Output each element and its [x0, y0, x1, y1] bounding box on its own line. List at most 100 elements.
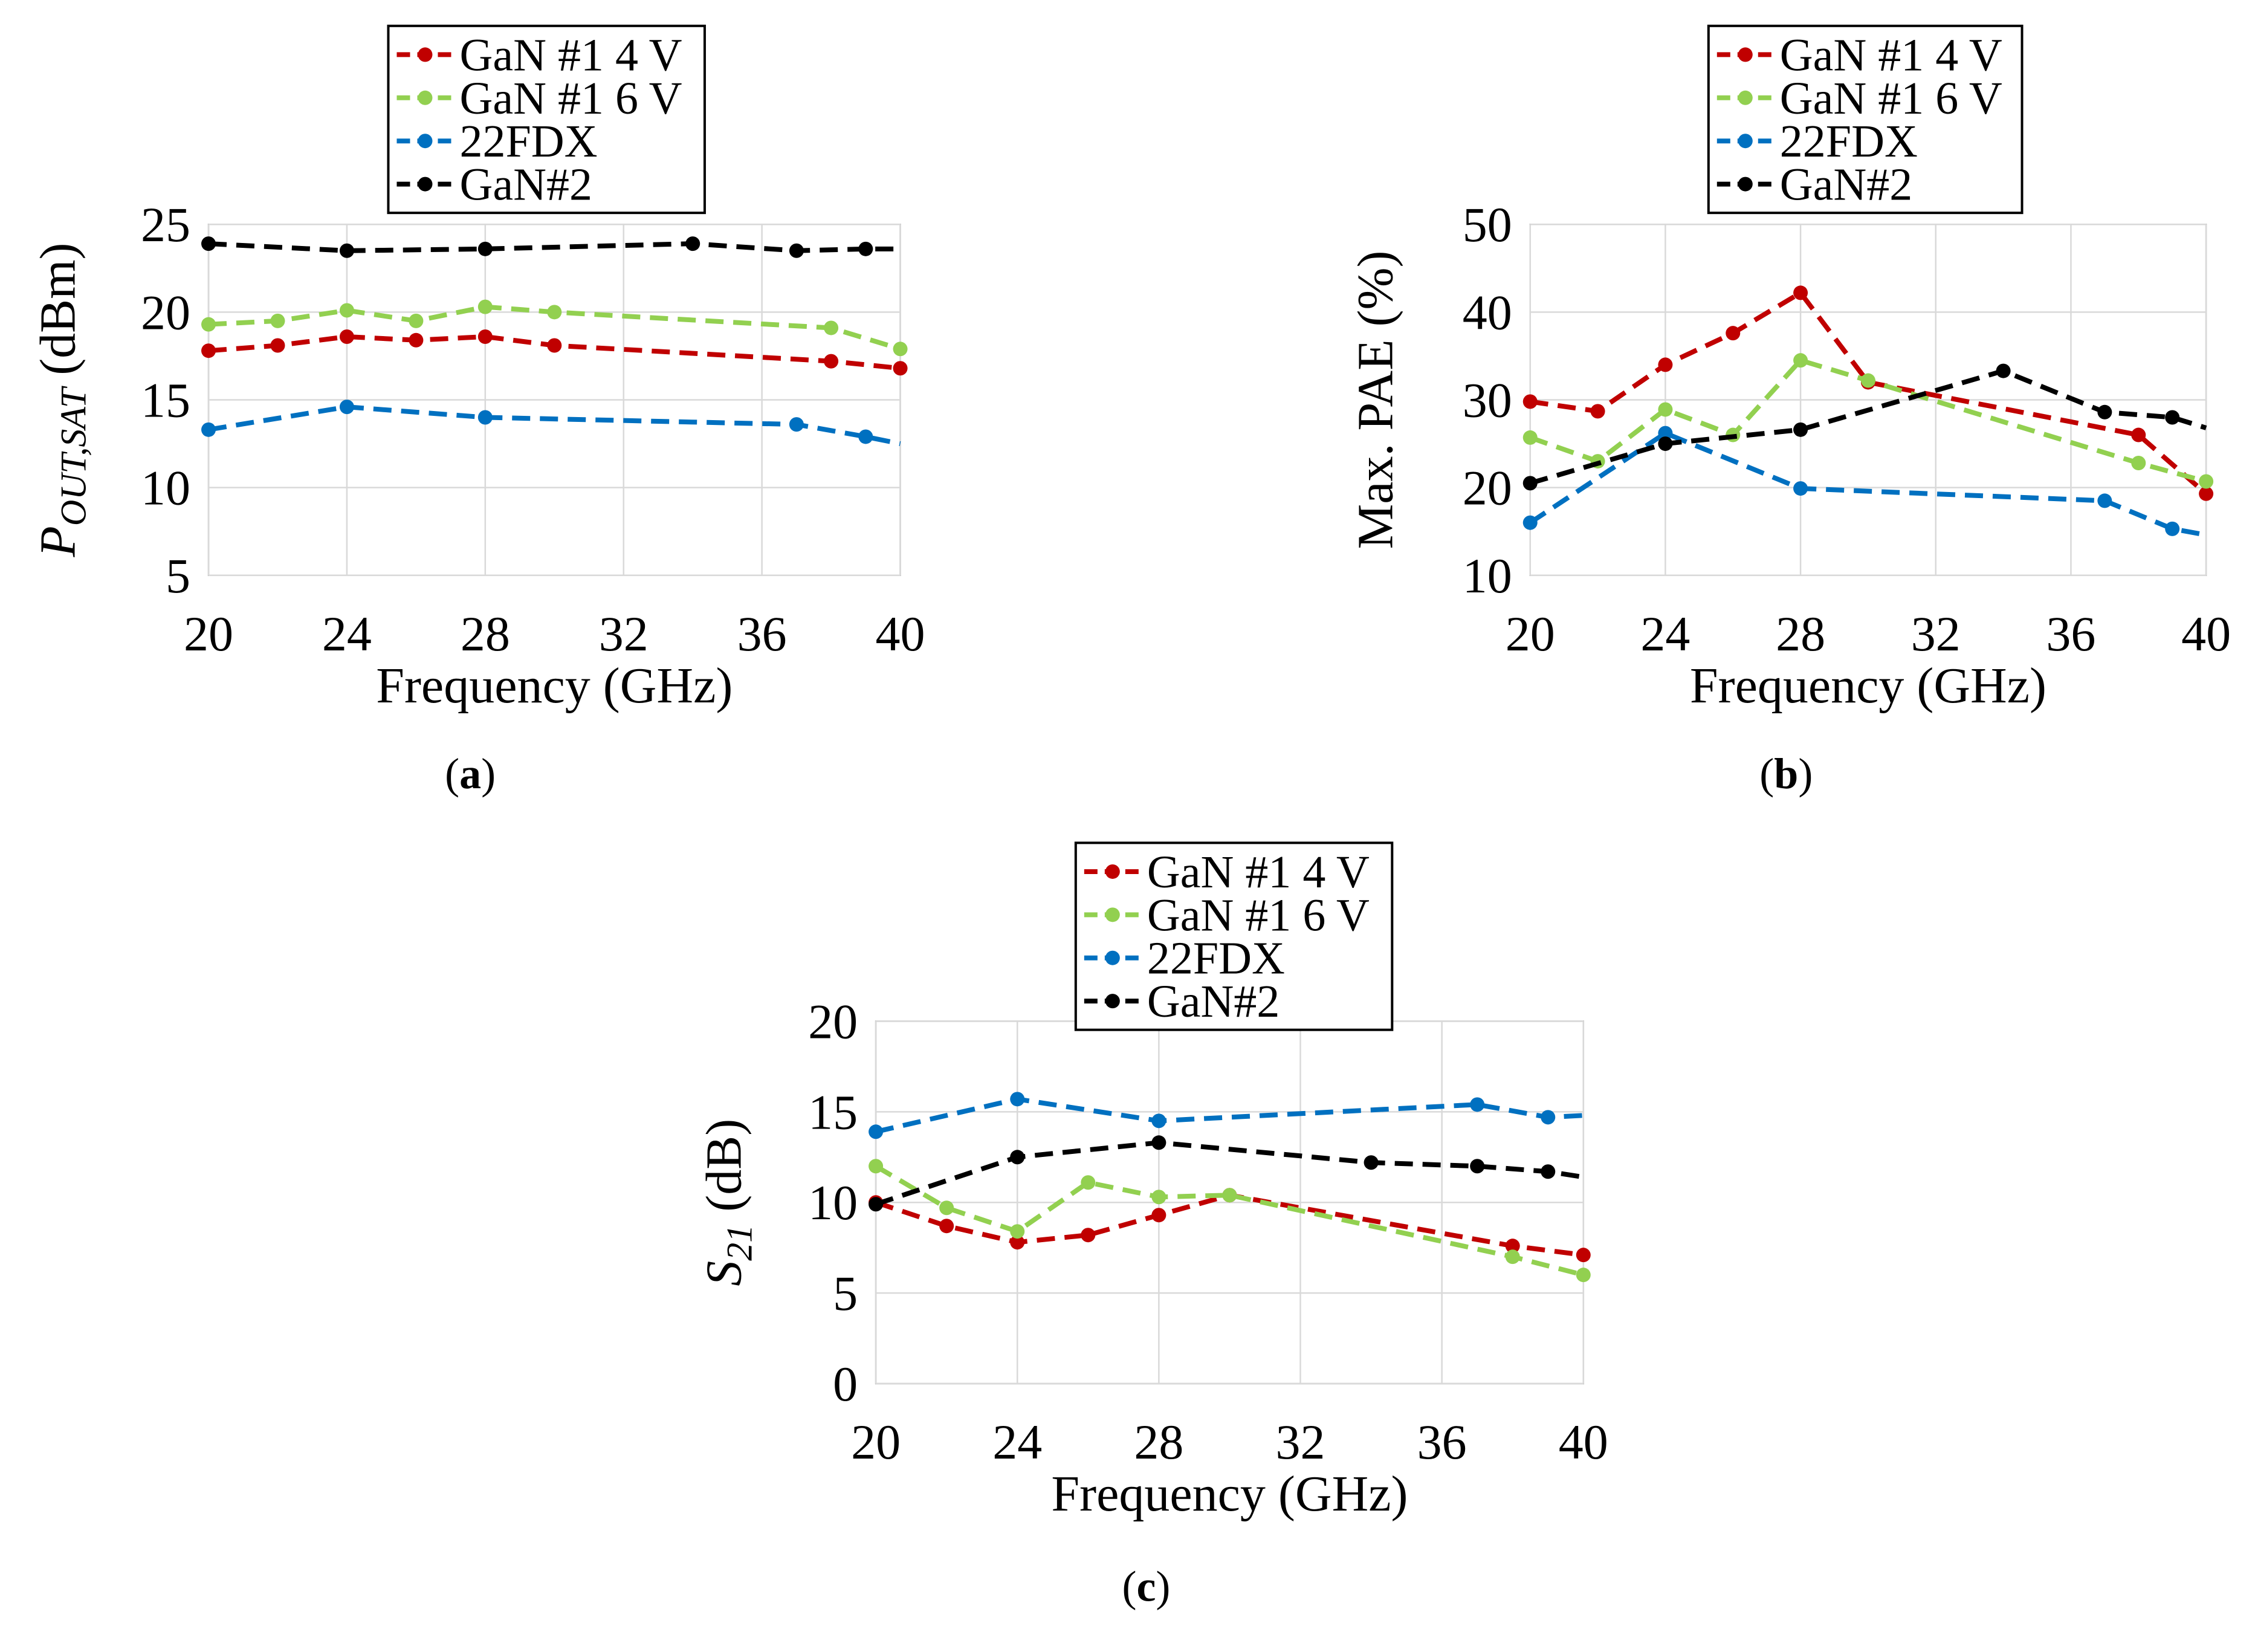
- x-tick-label: 32: [599, 606, 649, 661]
- legend-label: GaN#2: [1147, 976, 1280, 1027]
- x-tick-label: 24: [992, 1414, 1042, 1469]
- data-point: [939, 1219, 954, 1234]
- legend-label: GaN #1 4 V: [1780, 30, 2002, 80]
- caption-open: (: [1122, 1562, 1136, 1610]
- x-tick-label: 28: [461, 606, 510, 661]
- chart-panel-c: 0 5 10 15 20 20 24 28 32 36 40 Frequency (GHz) S21 (…: [696, 841, 1608, 1610]
- data-point: [1151, 1135, 1166, 1150]
- data-point: [1081, 1175, 1096, 1190]
- legend-swatch-marker: [1105, 950, 1120, 965]
- data-point: [1470, 1159, 1485, 1174]
- data-point: [1151, 1208, 1166, 1223]
- caption-close: ): [1798, 750, 1813, 798]
- y-axis-title: POUT,SAT (dBm): [30, 242, 94, 557]
- data-point: [869, 1159, 884, 1174]
- legend-swatch-marker: [1738, 177, 1753, 192]
- x-tick-label: 36: [2046, 606, 2095, 661]
- data-point: [1590, 404, 1605, 419]
- chart-panel-a: 5 10 15 20 25 20 24 28 32 36 40 Frequency (GHz) POUT…: [30, 24, 925, 798]
- series-line-1: [875, 1164, 1584, 1278]
- data-point: [1151, 1190, 1166, 1205]
- data-point: [1576, 1248, 1591, 1263]
- data-point: [2165, 521, 2180, 536]
- data-point: [939, 1200, 954, 1216]
- y-axis-title: S21 (dB): [696, 1119, 759, 1286]
- data-point: [409, 313, 424, 328]
- data-point: [1151, 1113, 1166, 1129]
- legend-label: GaN#2: [1780, 160, 1913, 210]
- y-axis-title-rest: (dBm): [30, 242, 86, 387]
- legend-swatch-marker: [1738, 134, 1753, 149]
- y-axis-title-sub: 21: [719, 1225, 759, 1261]
- legend-label: 22FDX: [1147, 933, 1285, 984]
- data-point: [1010, 1092, 1025, 1107]
- data-point: [1658, 426, 1673, 441]
- data-point: [1996, 363, 2011, 378]
- data-point: [1793, 285, 1808, 300]
- data-point: [1010, 1235, 1025, 1250]
- data-point: [1010, 1224, 1025, 1239]
- data-point: [1793, 422, 1808, 437]
- y-tick-label: 50: [1463, 197, 1512, 252]
- data-point: [1522, 515, 1538, 530]
- data-point: [1522, 394, 1538, 409]
- data-point: [1470, 1097, 1485, 1112]
- panel-caption: (c): [1122, 1562, 1170, 1610]
- y-tick-label: 25: [141, 197, 190, 252]
- data-point: [789, 243, 804, 258]
- data-point: [1522, 430, 1538, 445]
- y-tick-label: 40: [1463, 285, 1512, 340]
- x-tick-label: 28: [1134, 1414, 1183, 1469]
- caption-open: (: [445, 750, 459, 798]
- data-point: [1658, 402, 1673, 417]
- data-point: [2199, 474, 2214, 489]
- data-point: [1576, 1268, 1591, 1283]
- data-point: [547, 338, 562, 353]
- caption-letter: c: [1136, 1562, 1156, 1610]
- data-point: [789, 417, 804, 432]
- series-line-1: [1529, 357, 2207, 484]
- legend-label: GaN #1 4 V: [459, 30, 682, 80]
- y-tick-label: 0: [833, 1356, 858, 1411]
- data-point: [477, 329, 493, 344]
- series-line-2: [1529, 430, 2207, 537]
- data-point: [1522, 476, 1538, 491]
- x-tick-label: 20: [184, 606, 233, 661]
- data-point: [547, 305, 562, 320]
- y-axis-title-main: S: [696, 1261, 752, 1286]
- data-point: [2097, 493, 2112, 508]
- data-point: [201, 422, 216, 437]
- data-point: [1726, 326, 1741, 341]
- y-tick-label: 10: [141, 461, 190, 516]
- legend-swatch-marker: [1738, 90, 1753, 105]
- series-line-2: [208, 404, 901, 446]
- data-point: [2165, 410, 2180, 425]
- data-point: [858, 429, 873, 444]
- data-point: [685, 236, 700, 251]
- data-point: [1541, 1110, 1556, 1125]
- data-point: [2097, 404, 2112, 419]
- legend-swatch-marker: [1738, 47, 1753, 62]
- x-tick-label: 40: [2181, 606, 2231, 661]
- data-point: [201, 236, 216, 251]
- data-point: [339, 400, 354, 415]
- y-axis-title-main: P: [30, 526, 86, 557]
- y-tick-label: 5: [833, 1266, 858, 1321]
- legend-swatch-marker: [418, 177, 433, 192]
- x-tick-label: 32: [1276, 1414, 1325, 1469]
- legend-swatch-marker: [1105, 907, 1120, 922]
- caption-letter: b: [1774, 750, 1798, 798]
- legend-swatch-marker: [418, 90, 433, 105]
- data-point: [1860, 373, 1875, 388]
- data-point: [893, 342, 908, 357]
- x-tick-label: 36: [737, 606, 787, 661]
- y-tick-label: 5: [166, 548, 190, 603]
- data-point: [1081, 1228, 1096, 1243]
- x-tick-label: 24: [322, 606, 372, 661]
- legend-swatch-marker: [1105, 864, 1120, 879]
- x-axis-title: Frequency (GHz): [376, 658, 733, 714]
- data-point: [1505, 1239, 1520, 1254]
- data-point: [2131, 427, 2146, 442]
- data-point: [201, 343, 216, 358]
